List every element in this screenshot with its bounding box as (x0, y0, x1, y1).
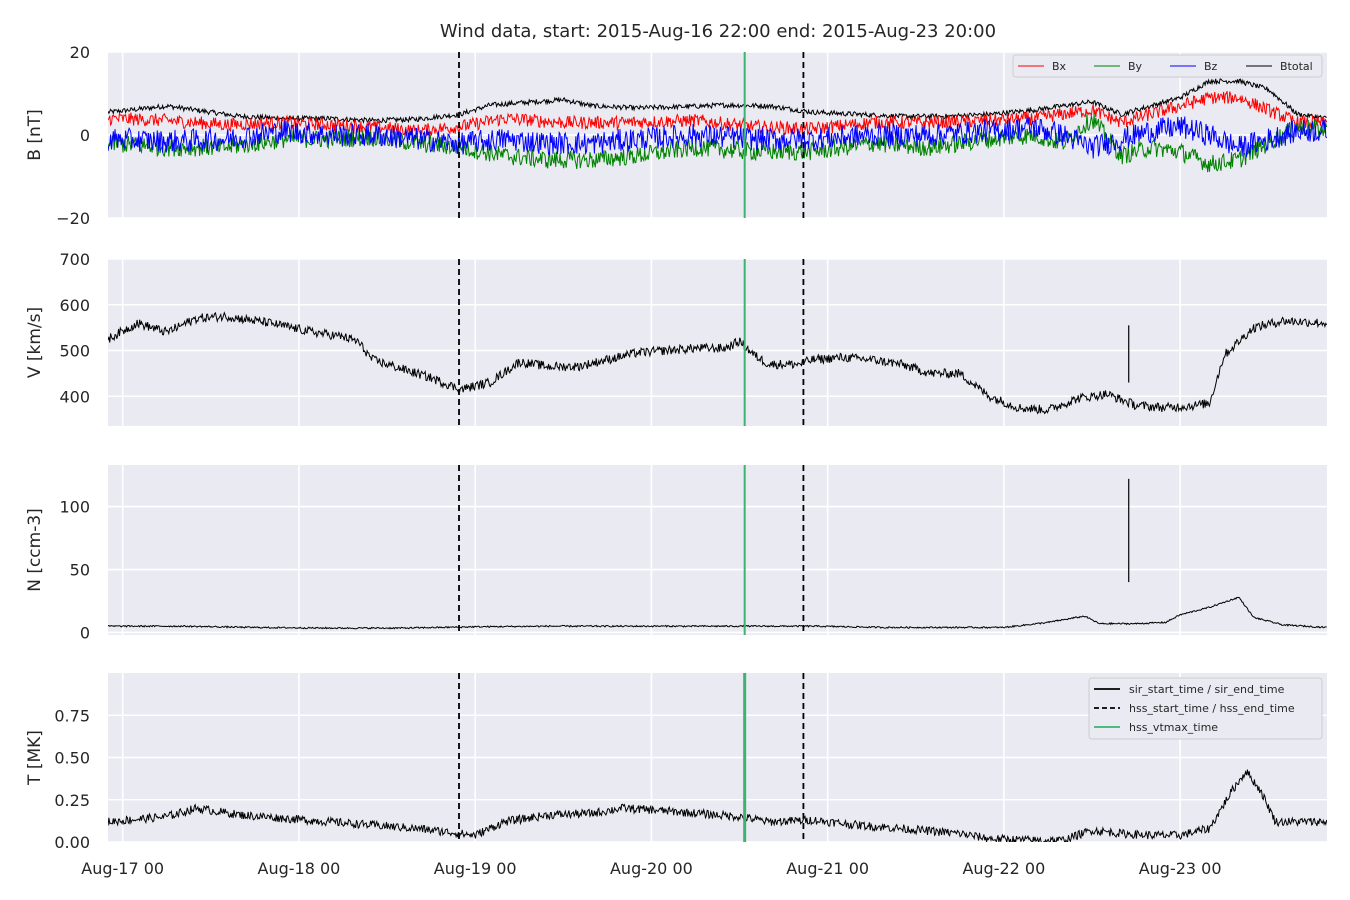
legend-T: sir_start_time / sir_end_time hss_start_t… (1088, 677, 1323, 740)
legend-label: Bz (1204, 60, 1218, 73)
y-tick-label: 0 (80, 126, 90, 145)
series-Bz (108, 116, 1327, 159)
y-tick-label: 400 (59, 387, 90, 406)
x-tick-label: Aug-21 00 (786, 859, 869, 878)
y-tick-label: 100 (59, 498, 90, 517)
y-tick-label: 50 (70, 561, 90, 580)
legend-label: By (1128, 60, 1143, 73)
legend-label: hss_start_time / hss_end_time (1129, 702, 1295, 715)
legend-label: Btotal (1280, 60, 1313, 73)
y-tick-label: 700 (59, 250, 90, 269)
series-Bx (108, 90, 1327, 138)
legend-label: hss_vtmax_time (1129, 721, 1218, 734)
x-tick-label: Aug-23 00 (1139, 859, 1222, 878)
y-tick-label: 0.25 (54, 791, 90, 810)
x-tick-label: Aug-17 00 (81, 859, 164, 878)
series-group (108, 769, 1327, 842)
legend-frame (1012, 54, 1323, 78)
y-tick-label: 0 (80, 623, 90, 642)
x-tick-labels: Aug-17 00 Aug-18 00 Aug-19 00 Aug-20 00 Aug-… (81, 859, 1221, 878)
y-tick-label: 0.75 (54, 706, 90, 725)
x-tick-label: Aug-18 00 (258, 859, 341, 878)
y-axis-label: T [MK] (25, 730, 45, 786)
y-tick-label: 20 (70, 43, 90, 62)
legend-B: Bx By Bz Btotal (1012, 54, 1323, 78)
y-tick-label: −20 (56, 209, 90, 228)
x-tick-label: Aug-22 00 (962, 859, 1045, 878)
legend-label: sir_start_time / sir_end_time (1129, 683, 1285, 696)
panel-N: 0 50 100 N [ccm-3] (25, 465, 1327, 642)
legend-label: Bx (1052, 60, 1067, 73)
y-tick-label: 0.50 (54, 749, 90, 768)
series-By (108, 113, 1327, 173)
y-axis-label: B [nT] (25, 109, 45, 161)
panel-background (108, 465, 1327, 635)
panel-V: 400 500 600 700 V [km/s] (25, 250, 1327, 426)
series-T (108, 769, 1327, 842)
x-tick-label: Aug-20 00 (610, 859, 693, 878)
y-axis-label: V [km/s] (25, 307, 45, 378)
series-N (108, 596, 1327, 630)
series-group (108, 311, 1327, 415)
y-tick-label: 0.00 (54, 833, 90, 852)
panel-T: 0.00 0.25 0.50 0.75 T [MK] sir_start_time / s… (25, 673, 1327, 852)
figure-title: Wind data, start: 2015-Aug-16 22:00 end:… (440, 21, 996, 42)
series-group (108, 78, 1327, 173)
y-tick-label: 600 (59, 296, 90, 315)
panel-background (108, 259, 1327, 426)
legend-frame (1088, 677, 1323, 740)
y-axis-label: N [ccm-3] (25, 508, 45, 592)
x-tick-label: Aug-19 00 (434, 859, 517, 878)
series-group (108, 478, 1327, 630)
panel-B: −20 0 20 B [nT] Bx By Bz Btotal (25, 43, 1327, 228)
y-tick-label: 500 (59, 342, 90, 361)
series-V (108, 311, 1327, 415)
